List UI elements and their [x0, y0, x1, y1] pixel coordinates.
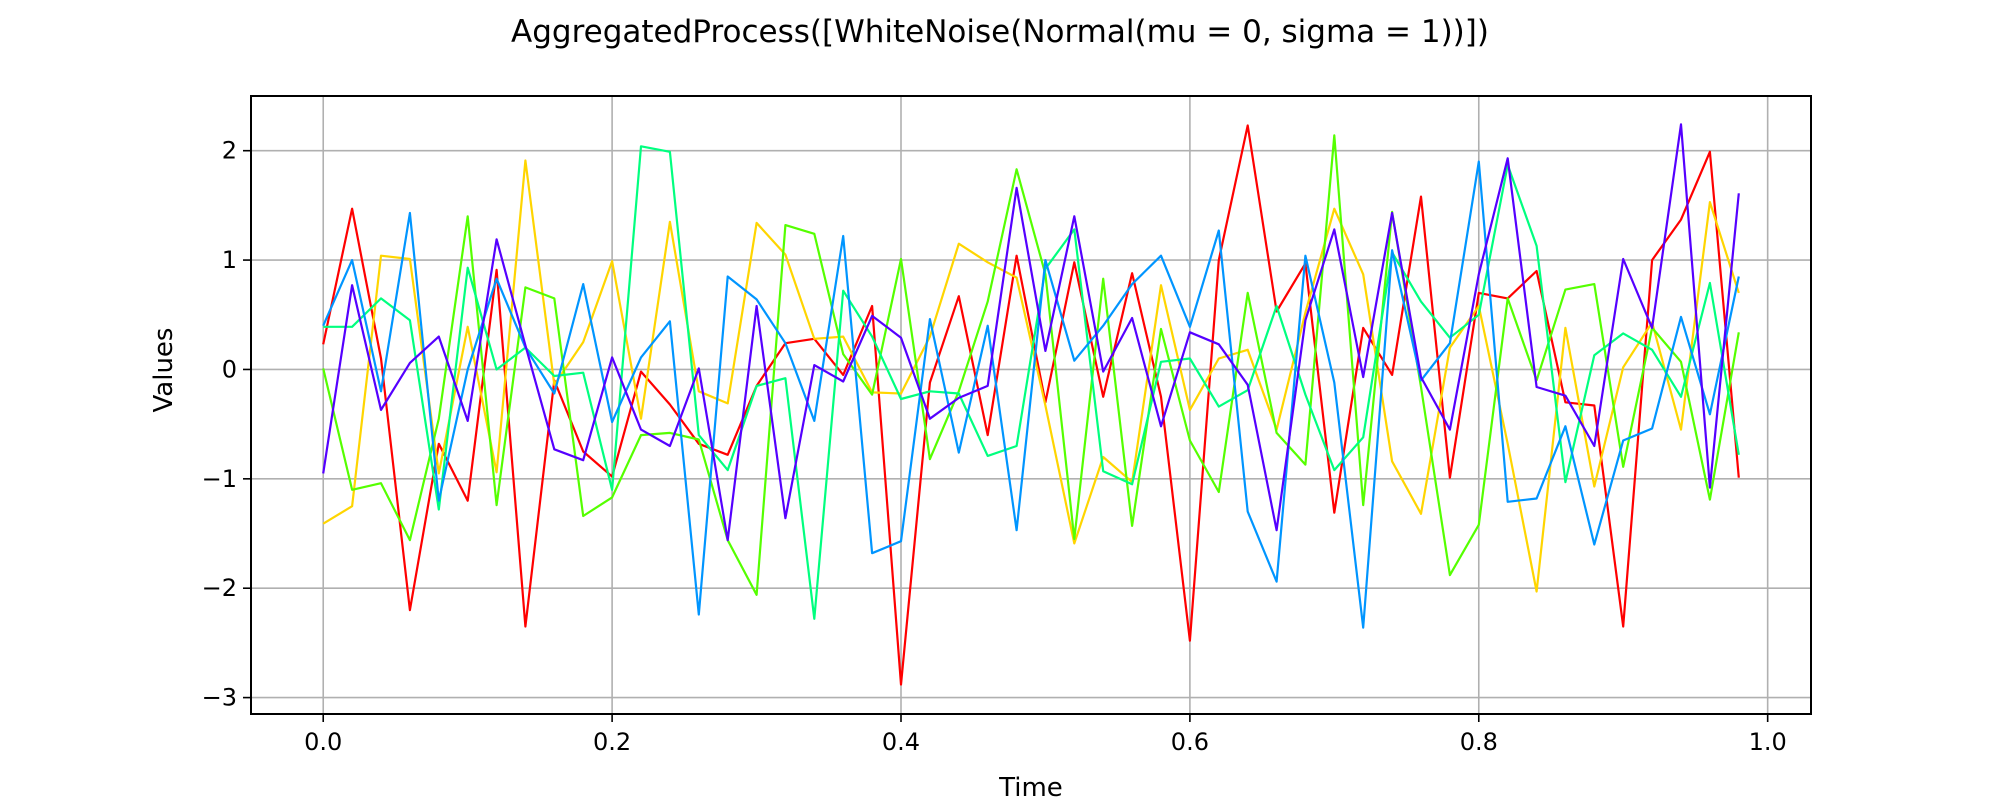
x-tick-label: 0.6: [1171, 728, 1209, 756]
y-tick-label: −2: [202, 574, 237, 602]
y-tick-label: 1: [222, 246, 237, 274]
y-tick-label: −1: [202, 465, 237, 493]
chart-title: AggregatedProcess([WhiteNoise(Normal(mu …: [511, 14, 1489, 50]
series-line-1: [322, 124, 1740, 686]
series-line-6: [322, 123, 1740, 542]
y-tick-label: −3: [202, 684, 237, 712]
y-tick-label: 2: [222, 137, 237, 165]
x-axis-title: Time: [998, 773, 1063, 800]
y-tick-label: 0: [222, 355, 237, 383]
axis-ticks: 0.0 0.2 0.4 0.6 0.8 1.0 2 1 0 −1 −2 −3: [202, 137, 1787, 756]
series-line-5: [322, 160, 1740, 629]
x-tick-label: 0.2: [593, 728, 631, 756]
plot-area-frame: [250, 95, 1812, 715]
x-tick-label: 0.4: [882, 728, 920, 756]
y-axis-title: Values: [149, 328, 179, 413]
x-tick-label: 0.8: [1460, 728, 1498, 756]
series-line-3: [322, 134, 1740, 596]
x-tick-label: 1.0: [1749, 728, 1787, 756]
series-lines: [322, 123, 1740, 686]
x-tick-label: 0.0: [304, 728, 342, 756]
